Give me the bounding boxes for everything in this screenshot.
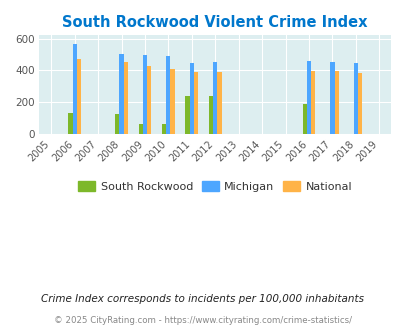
Bar [68, 113, 72, 134]
Bar [194, 72, 198, 134]
Title: South Rockwood Violent Crime Index: South Rockwood Violent Crime Index [62, 15, 367, 30]
Bar [330, 62, 334, 134]
Bar [302, 104, 306, 134]
Bar [185, 96, 189, 134]
Bar [353, 63, 357, 134]
Bar [213, 61, 217, 134]
Bar [334, 71, 338, 134]
Bar [189, 63, 194, 134]
Text: © 2025 CityRating.com - https://www.cityrating.com/crime-statistics/: © 2025 CityRating.com - https://www.city… [54, 316, 351, 325]
Bar [357, 73, 361, 134]
Bar [143, 55, 147, 134]
Legend: South Rockwood, Michigan, National: South Rockwood, Michigan, National [74, 177, 356, 196]
Bar [162, 124, 166, 134]
Bar [138, 124, 143, 134]
Bar [147, 66, 151, 134]
Bar [119, 54, 123, 134]
Bar [77, 59, 81, 134]
Bar [123, 61, 128, 134]
Bar [166, 56, 170, 134]
Bar [209, 96, 213, 134]
Bar [217, 72, 221, 134]
Text: Crime Index corresponds to incidents per 100,000 inhabitants: Crime Index corresponds to incidents per… [41, 294, 364, 304]
Bar [170, 70, 174, 134]
Bar [310, 71, 315, 134]
Bar [306, 61, 310, 134]
Bar [72, 44, 77, 134]
Bar [115, 114, 119, 134]
